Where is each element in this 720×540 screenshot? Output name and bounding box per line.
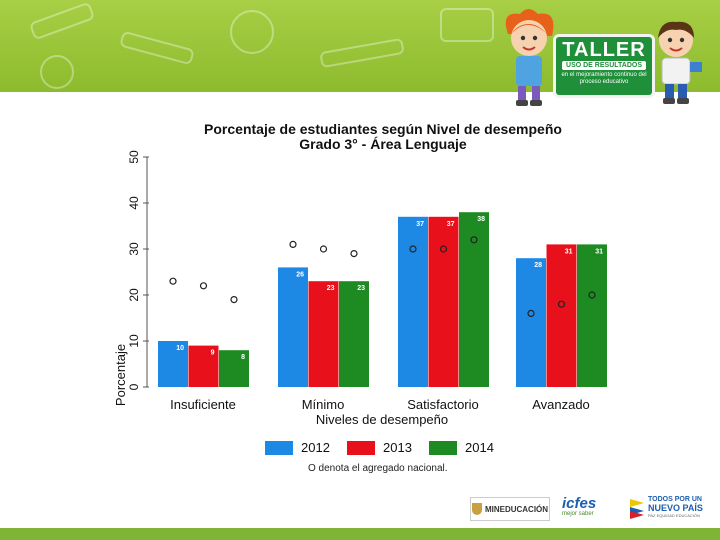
national-aggregate-point [557, 300, 566, 308]
bar-2014-3 [577, 244, 607, 387]
legend-item-2012: 2012 [265, 440, 330, 455]
bar-label: 10 [176, 345, 184, 352]
flag-icon [630, 499, 644, 519]
national-aggregate-point [439, 245, 448, 253]
icfes-tagline: mejor saber [562, 511, 594, 517]
national-aggregate-point [199, 282, 208, 290]
national-aggregate-point [230, 296, 238, 304]
y-tick-label: 30 [127, 242, 141, 256]
bar-2012-1 [278, 267, 308, 387]
bar-label: 23 [357, 285, 365, 292]
pencil-doodle-icon [119, 30, 195, 66]
national-aggregate-point [319, 245, 328, 253]
legend-item-2014: 2014 [429, 440, 494, 455]
mineducacion-label: MINEDUCACIÓN [484, 504, 549, 514]
bar-2012-2 [398, 216, 428, 387]
category-label: Insuficiente [170, 397, 236, 412]
legend-label: 2013 [383, 440, 412, 455]
gov-line2: NUEVO PAÍS [648, 503, 703, 513]
taller-subtitle: USO DE RESULTADOS [562, 61, 646, 70]
national-aggregate-point [588, 291, 596, 299]
bar-label: 31 [595, 248, 603, 255]
gov-line1: TODOS POR UN [648, 496, 702, 503]
legend-label: 2014 [465, 440, 494, 455]
legend-swatch [347, 440, 375, 455]
y-tick-label: 40 [127, 196, 141, 210]
bar-label: 8 [241, 354, 245, 361]
bar-label: 38 [477, 216, 485, 223]
bar-2014-0 [219, 350, 249, 387]
chart-title: Porcentaje de estudiantes según Nivel de… [204, 121, 562, 137]
taller-title: TALLER [562, 39, 646, 61]
chart-subtitle: Grado 3° - Área Lenguaje [299, 136, 467, 152]
bar-label: 23 [327, 285, 335, 292]
legend-label: 2012 [301, 440, 330, 455]
bar-label: 37 [447, 221, 455, 228]
chart-legend: 2012 2013 2014 [265, 440, 525, 456]
bar-2013-1 [308, 281, 339, 387]
national-aggregate-point [409, 245, 417, 253]
national-aggregate-note: O denota el agregado nacional. [308, 463, 448, 474]
bar-2012-0 [158, 341, 188, 387]
y-tick-label: 0 [127, 383, 141, 390]
pencil-doodle-icon [28, 1, 96, 41]
national-aggregate-point [350, 250, 358, 258]
taller-description: en el mejoramiento continuo del proceso … [561, 72, 647, 85]
x-axis-label: Niveles de desempeño [316, 412, 448, 427]
circle-doodle-icon [230, 10, 274, 54]
bar-label: 37 [416, 221, 424, 228]
category-label: Satisfactorio [407, 397, 479, 412]
national-aggregate-point [289, 240, 297, 248]
y-tick-label: 20 [127, 288, 141, 302]
circle-doodle-icon [40, 55, 74, 89]
icfes-logo: icfes mejor saber [562, 495, 622, 519]
taller-sign: TALLER USO DE RESULTADOS en el mejoramie… [553, 34, 655, 98]
bar-label: 9 [211, 350, 215, 357]
shield-icon [471, 503, 482, 515]
bar-label: 26 [296, 271, 304, 278]
national-aggregate-point [527, 309, 535, 317]
legend-swatch [265, 440, 293, 455]
bar-2012-3 [516, 258, 546, 387]
category-label: Avanzado [532, 397, 590, 412]
y-tick-label: 10 [127, 334, 141, 348]
bar-2013-0 [188, 345, 219, 387]
legend-item-2013: 2013 [347, 440, 412, 455]
bar-2014-1 [339, 281, 369, 387]
bar-chart: Porcentaje de estudiantes según Nivel de… [113, 121, 607, 427]
ruler-doodle-icon [319, 37, 405, 69]
bar-2013-3 [546, 244, 577, 387]
mineducacion-logo: MINEDUCACIÓN [470, 497, 550, 521]
bar-2014-2 [459, 212, 489, 387]
national-aggregate-point [470, 236, 478, 244]
y-tick-label: 50 [127, 150, 141, 164]
footer-stripe [0, 528, 720, 540]
icfes-label: icfes [562, 495, 597, 512]
girl-character-icon [505, 9, 554, 106]
gov-line3: PAZ EQUIDAD EDUCACIÓN [648, 513, 700, 518]
legend-swatch [429, 440, 457, 455]
category-label: Mínimo [302, 397, 345, 412]
book-doodle-icon [440, 8, 494, 42]
gov-logo: TODOS POR UN NUEVO PAÍS PAZ EQUIDAD EDUC… [628, 496, 710, 519]
bar-label: 28 [534, 262, 542, 269]
national-aggregate-point [169, 277, 177, 285]
bar-label: 31 [565, 248, 573, 255]
bar-2013-2 [428, 216, 459, 387]
boy-character-icon [658, 21, 702, 104]
y-axis-label: Porcentaje [113, 344, 128, 406]
